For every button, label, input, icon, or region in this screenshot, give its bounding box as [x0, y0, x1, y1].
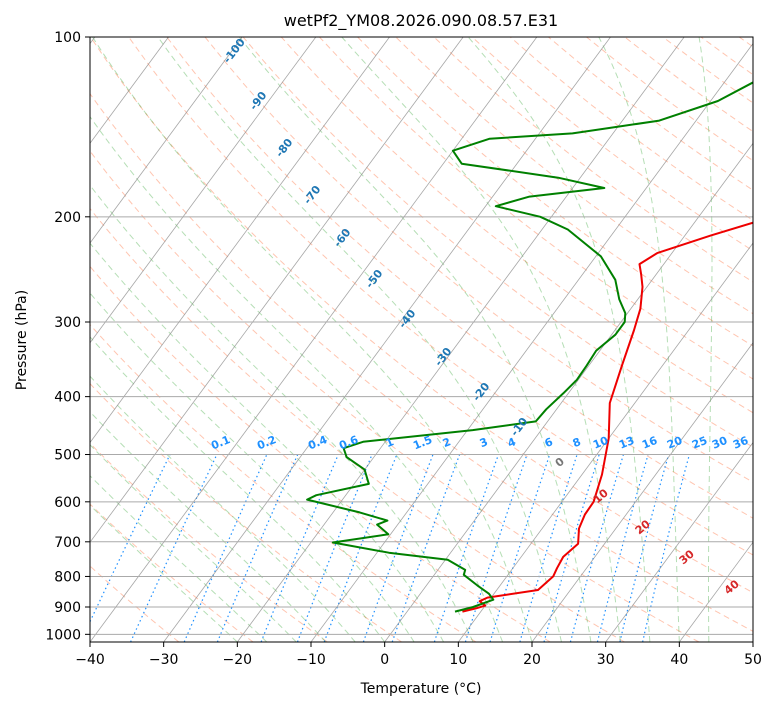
- mixing-ratio-label: 13: [617, 434, 636, 452]
- y-tick-label: 100: [54, 30, 81, 46]
- mixing-ratio-line: [596, 454, 649, 642]
- mixing-ratio-line: [216, 454, 299, 642]
- moist-adiabat: [90, 336, 386, 642]
- moist-adiabat: [92, 37, 533, 642]
- y-tick-label: 900: [54, 600, 81, 616]
- y-tick-label: 1000: [45, 627, 81, 643]
- mixing-ratio-line: [464, 454, 528, 642]
- dry-adiabat: [357, 37, 753, 347]
- dry-adiabat: [280, 37, 753, 414]
- y-tick-label: 400: [54, 390, 81, 406]
- mixing-ratio-label: 16: [640, 434, 659, 452]
- temperature-profile: [462, 221, 753, 613]
- dry-adiabat: [90, 442, 328, 642]
- y-tick-label: 500: [54, 448, 81, 464]
- x-tick-label: 10: [449, 652, 467, 668]
- moist-adiabat: [90, 444, 297, 642]
- isotherm-line: [531, 342, 753, 642]
- series-lines: [306, 81, 753, 613]
- x-axis-label: Temperature (°C): [360, 681, 482, 697]
- background-lines: [90, 37, 753, 642]
- dry-adiabat: [90, 207, 625, 642]
- plot-frame: [89, 36, 754, 643]
- x-tick-label: 40: [670, 652, 688, 668]
- mixing-ratio-label: 3: [478, 435, 490, 450]
- dry-adiabat: [242, 37, 753, 448]
- isotherm-line: [90, 37, 243, 244]
- moist-adiabat: [698, 37, 713, 642]
- isotherm-line: [90, 37, 390, 444]
- x-tick-label: 0: [380, 652, 389, 668]
- dry-adiabat: [319, 37, 753, 380]
- mixing-ratio-line: [433, 454, 500, 642]
- dewpoint-profile: [306, 81, 753, 613]
- mixing-ratio-line: [642, 454, 690, 642]
- moist-adiabat: [238, 37, 592, 642]
- isotherm-line: [90, 37, 538, 642]
- moist-adiabat: [90, 411, 327, 642]
- isotherm-line: [458, 242, 753, 642]
- y-tick-label: 600: [54, 495, 81, 511]
- mixing-ratio-label: 8: [571, 435, 583, 450]
- moist-adiabat: [341, 37, 621, 642]
- isotherm-line: [605, 441, 753, 642]
- x-tick-label: 30: [597, 652, 615, 668]
- isotherm-line: [90, 37, 464, 543]
- mixing-ratio-label: 10: [591, 434, 610, 452]
- mixing-ratio-label: 36: [731, 434, 750, 452]
- isotherm-line: [90, 37, 169, 144]
- moist-adiabat: [90, 292, 415, 642]
- moist-adiabat: [157, 37, 562, 642]
- moist-adiabat: [467, 37, 651, 642]
- mixing-ratio-label: 25: [690, 434, 709, 452]
- moist-adiabat: [90, 475, 268, 642]
- x-tick-label: 50: [744, 652, 762, 668]
- x-tick-label: −10: [296, 652, 326, 668]
- y-axis-label: Pressure (hPa): [14, 290, 30, 390]
- x-tick-label: −30: [149, 652, 179, 668]
- moist-adiabat: [90, 184, 474, 642]
- y-tick-label: 300: [54, 315, 81, 331]
- mixing-ratio-line: [362, 454, 434, 642]
- x-tick-label: −20: [223, 652, 253, 668]
- isotherm-line: [163, 37, 611, 642]
- x-tick-label: 20: [523, 652, 541, 668]
- y-tick-label: 200: [54, 210, 81, 226]
- mixing-ratio-line: [619, 454, 670, 642]
- mixing-ratio-line: [391, 454, 461, 642]
- y-axis: 100 200 300 400 500 600 700 800 900 1000: [45, 30, 90, 643]
- y-tick-label: 700: [54, 535, 81, 551]
- chart-title: wetPf2_YM08.2026.090.08.57.E31: [284, 11, 558, 31]
- x-tick-label: −40: [75, 652, 105, 668]
- mixing-ratio-label: 2: [441, 435, 453, 450]
- mixing-ratio-label: 20: [665, 434, 684, 452]
- mixing-ratio-label: 1: [384, 435, 396, 450]
- moist-adiabat: [598, 37, 680, 642]
- isotherm-line: [310, 42, 753, 642]
- mixing-ratio-line: [183, 454, 268, 642]
- x-axis: −40 −30 −20 −10 0 10 20 30 40 50: [75, 642, 762, 668]
- isotherm-line: [237, 37, 685, 642]
- moist-adiabat: [90, 115, 503, 642]
- moist-adiabat: [90, 504, 238, 642]
- isotherm-line: [90, 37, 317, 344]
- dry-adiabat: [90, 150, 700, 642]
- y-tick-label: 800: [54, 569, 81, 585]
- mixing-ratio-label: 30: [710, 434, 729, 452]
